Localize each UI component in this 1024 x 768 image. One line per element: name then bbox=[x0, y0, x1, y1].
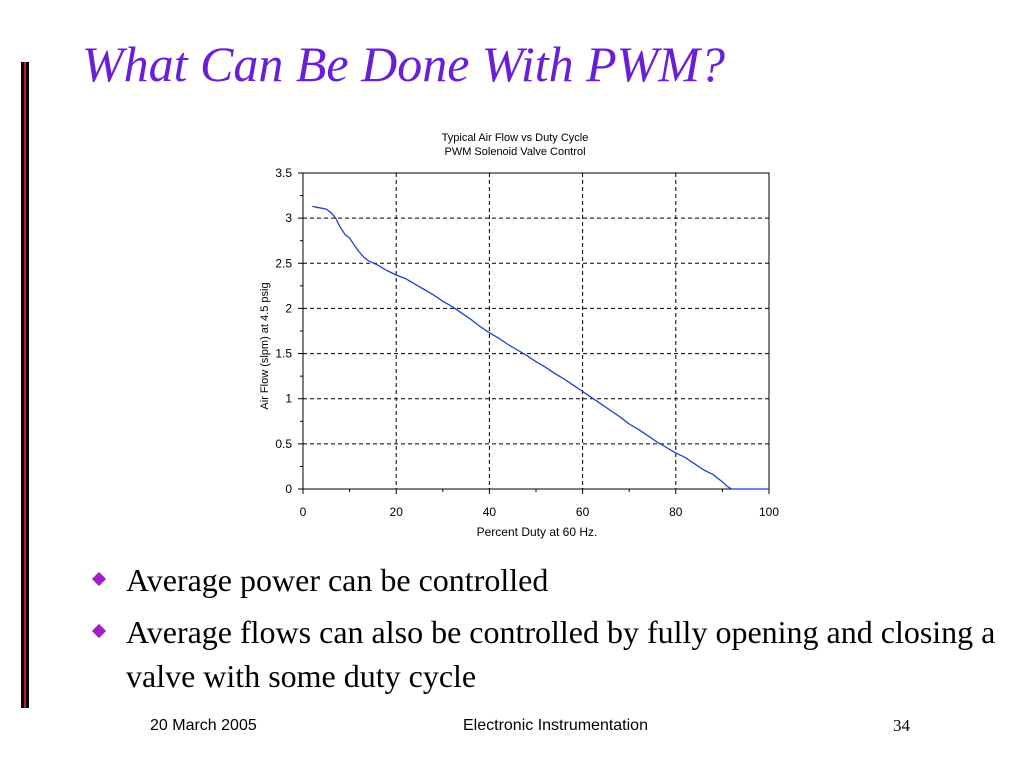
y-axis-label: Air Flow (slpm) at 4.5 psig bbox=[259, 282, 271, 409]
x-tick-label: 80 bbox=[669, 505, 683, 519]
air-flow-chart: 0 20 40 60 80 100 0 0.5 1 1.5 2 2.5 3 3.5 Typical Air… bbox=[250, 120, 790, 545]
y-tick-label: 2.5 bbox=[275, 256, 292, 270]
bullet-text: Average power can be controlled bbox=[126, 562, 549, 598]
x-tick-label: 100 bbox=[759, 505, 779, 519]
bullet-item: Average power can be controlled bbox=[91, 558, 1002, 602]
x-tick-label: 40 bbox=[483, 505, 497, 519]
y-tick-label: 0.5 bbox=[275, 437, 292, 451]
chart-svg: 0 20 40 60 80 100 0 0.5 1 1.5 2 2.5 3 3.5 Typical Air… bbox=[259, 132, 779, 539]
bullet-list: Average power can be controlled Average … bbox=[91, 558, 1002, 706]
chart-title: Typical Air Flow vs Duty Cycle bbox=[442, 132, 589, 144]
y-tick-label: 1 bbox=[285, 392, 292, 406]
y-tick-label: 0 bbox=[285, 482, 292, 496]
left-accent-bar bbox=[21, 62, 29, 708]
slide-title: What Can Be Done With PWM? bbox=[82, 36, 725, 92]
y-tick-label: 3.5 bbox=[275, 166, 292, 180]
chart-subtitle: PWM Solenoid Valve Control bbox=[444, 146, 585, 158]
page-number: 34 bbox=[893, 716, 910, 735]
y-tick-label: 1.5 bbox=[275, 347, 292, 361]
x-axis-label: Percent Duty at 60 Hz. bbox=[477, 525, 598, 539]
chart-series bbox=[312, 205, 769, 490]
diamond-bullet-icon bbox=[91, 571, 107, 587]
diamond-bullet-icon bbox=[91, 623, 107, 639]
x-tick-label: 20 bbox=[390, 505, 404, 519]
bullet-text: Average flows can also be controlled by … bbox=[126, 614, 996, 694]
plot-frame bbox=[302, 172, 770, 490]
air-flow-series-line bbox=[312, 205, 769, 490]
bullet-item: Average flows can also be controlled by … bbox=[91, 610, 1002, 698]
footer-date: 20 March 2005 bbox=[150, 717, 257, 734]
chart-labels: Typical Air Flow vs Duty Cycle PWM Solen… bbox=[259, 132, 597, 539]
x-tick-label: 0 bbox=[300, 505, 307, 519]
footer-title: Electronic Instrumentation bbox=[463, 717, 648, 734]
chart-axes: 0 20 40 60 80 100 0 0.5 1 1.5 2 2.5 3 3.5 bbox=[275, 166, 779, 519]
x-tick-label: 60 bbox=[576, 505, 590, 519]
y-tick-label: 2 bbox=[285, 301, 292, 315]
y-tick-label: 3 bbox=[285, 211, 292, 225]
chart-grid bbox=[303, 173, 769, 489]
